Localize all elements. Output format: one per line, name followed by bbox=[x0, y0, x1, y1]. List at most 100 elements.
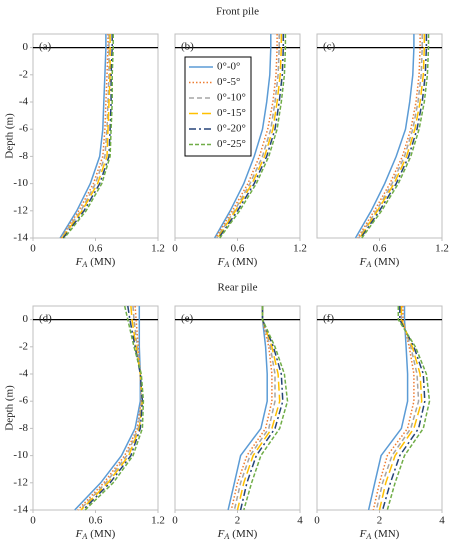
y-tick-label: -8 bbox=[19, 422, 29, 434]
y-tick-label: -4 bbox=[19, 368, 29, 380]
series-line bbox=[63, 34, 114, 239]
series-line bbox=[213, 34, 272, 239]
x-label-symbol: F bbox=[217, 528, 225, 540]
x-tick-label: 0.6 bbox=[231, 243, 245, 255]
x-tick-label: 0 bbox=[172, 243, 178, 255]
x-label-unit: (MN) bbox=[374, 256, 399, 268]
y-tick-label: 0 bbox=[23, 41, 29, 53]
series-line bbox=[367, 306, 409, 511]
x-tick-label: 1.2 bbox=[151, 243, 165, 255]
series-line bbox=[360, 34, 428, 239]
series-line bbox=[233, 306, 276, 511]
series-line bbox=[378, 306, 423, 511]
chart-title: Rear pile bbox=[217, 282, 257, 294]
x-label-unit: (MN) bbox=[374, 528, 399, 540]
panel-label: (b) bbox=[181, 41, 194, 53]
series-line bbox=[375, 306, 420, 511]
series-line bbox=[243, 306, 289, 511]
y-tick-label: -6 bbox=[19, 123, 29, 135]
x-label-subscript: A bbox=[223, 260, 229, 269]
x-label-unit: (MN) bbox=[90, 528, 115, 540]
series-line bbox=[230, 306, 273, 511]
x-axis-label: FA (MN) bbox=[75, 528, 116, 541]
x-label-subscript: A bbox=[365, 532, 371, 541]
y-tick-label: -10 bbox=[13, 449, 28, 461]
series-line bbox=[84, 305, 145, 511]
y-tick-label: -2 bbox=[19, 68, 28, 80]
x-tick-label: 0 bbox=[172, 515, 178, 527]
x-tick-label: 0 bbox=[314, 515, 320, 527]
panel-label: (a) bbox=[39, 41, 52, 53]
y-tick-label: -8 bbox=[19, 150, 29, 162]
series-line bbox=[361, 34, 430, 239]
x-tick-label: 1.2 bbox=[293, 243, 307, 255]
x-label-symbol: F bbox=[217, 256, 225, 268]
series-line bbox=[82, 305, 144, 511]
x-label-unit: (MN) bbox=[232, 256, 257, 268]
series-line bbox=[227, 306, 268, 511]
legend-label: 0°-0° bbox=[217, 61, 240, 73]
y-tick-label: -2 bbox=[19, 340, 28, 352]
y-tick-label: -14 bbox=[13, 232, 28, 244]
series-line bbox=[219, 34, 287, 239]
series-line bbox=[359, 34, 426, 239]
y-tick-label: -12 bbox=[13, 204, 28, 216]
y-axis-label: Depth (m) bbox=[4, 385, 16, 431]
x-tick-label: 1.2 bbox=[435, 243, 449, 255]
y-tick-label: -10 bbox=[13, 177, 28, 189]
x-tick-label: 4 bbox=[439, 515, 445, 527]
panel-label: (d) bbox=[39, 313, 52, 325]
x-tick-label: 2 bbox=[377, 515, 383, 527]
legend-label: 0°-25° bbox=[217, 138, 246, 150]
x-axis-label: FA (MN) bbox=[217, 528, 258, 541]
x-label-subscript: A bbox=[81, 532, 87, 541]
legend-label: 0°-10° bbox=[217, 92, 246, 104]
y-axis-label: Depth (m) bbox=[4, 113, 16, 159]
x-axis-label: FA (MN) bbox=[75, 256, 116, 269]
legend-label: 0°-5° bbox=[217, 76, 240, 88]
plot-frame bbox=[32, 33, 159, 239]
x-label-symbol: F bbox=[75, 256, 83, 268]
series-line bbox=[60, 34, 109, 239]
series-line bbox=[60, 34, 110, 239]
x-label-symbol: F bbox=[359, 528, 367, 540]
x-tick-label: 2 bbox=[235, 515, 241, 527]
chart-title: Front pile bbox=[216, 6, 259, 18]
x-axis-label: FA (MN) bbox=[359, 528, 400, 541]
series-line bbox=[61, 34, 111, 239]
legend-box bbox=[184, 56, 252, 157]
x-label-subscript: A bbox=[81, 260, 87, 269]
x-label-subscript: A bbox=[223, 532, 229, 541]
x-tick-label: 4 bbox=[297, 515, 303, 527]
y-tick-label: -12 bbox=[13, 476, 28, 488]
series-line bbox=[236, 306, 281, 511]
y-tick-label: 0 bbox=[23, 313, 29, 325]
series-line bbox=[354, 34, 415, 239]
series-line bbox=[59, 34, 107, 239]
x-label-subscript: A bbox=[365, 260, 371, 269]
x-axis-label: FA (MN) bbox=[359, 256, 400, 269]
x-label-symbol: F bbox=[359, 256, 367, 268]
x-tick-label: 0.6 bbox=[373, 243, 387, 255]
y-tick-label: -14 bbox=[13, 504, 28, 516]
series-line bbox=[77, 305, 143, 511]
legend-label: 0°-15° bbox=[217, 107, 246, 119]
x-tick-label: 0.6 bbox=[89, 243, 103, 255]
y-tick-label: -4 bbox=[19, 96, 29, 108]
series-line bbox=[381, 306, 426, 511]
x-tick-label: 0.6 bbox=[89, 515, 103, 527]
series-line bbox=[214, 34, 278, 239]
series-line bbox=[356, 34, 421, 239]
y-tick-label: -6 bbox=[19, 395, 29, 407]
series-line bbox=[218, 34, 285, 239]
panel-label: (f) bbox=[323, 313, 334, 325]
x-tick-label: 0 bbox=[30, 515, 36, 527]
x-tick-label: 0 bbox=[30, 243, 36, 255]
series-line bbox=[62, 34, 113, 239]
panel-label: (e) bbox=[181, 313, 194, 325]
x-label-symbol: F bbox=[75, 528, 83, 540]
x-axis-label: FA (MN) bbox=[217, 256, 258, 269]
series-line bbox=[386, 306, 431, 511]
panel-label: (c) bbox=[323, 41, 336, 53]
